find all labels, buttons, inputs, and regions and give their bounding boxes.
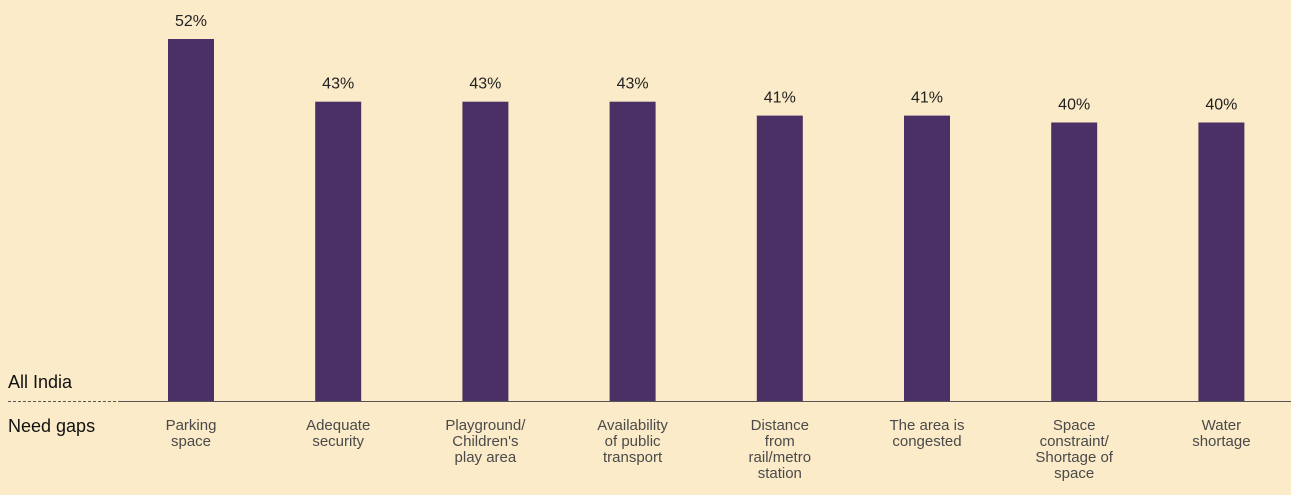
bar-7: [1051, 122, 1098, 401]
value-label-1: 52%: [175, 13, 207, 30]
bar-1: [168, 39, 214, 401]
value-label-2: 43%: [322, 76, 354, 93]
category-label-5: Distance from rail/metro station: [749, 417, 812, 482]
value-label-5: 41%: [764, 90, 796, 107]
category-label-8: Water shortage: [1192, 417, 1250, 450]
bar-3: [462, 101, 509, 401]
value-labels-layer: 52% 43% 43% 43% 41% 41% 40% 40%: [175, 13, 1237, 114]
value-label-6: 41%: [911, 90, 943, 107]
category-label-3: Playground/Children's play area: [445, 417, 526, 466]
bar-4: [609, 101, 656, 401]
category-label-7: Space constraint/Shortage of space: [1035, 417, 1113, 482]
category-axis-label: Need gaps: [8, 416, 95, 436]
value-label-3: 43%: [469, 76, 501, 93]
category-label-1: Parking space: [166, 417, 217, 450]
value-label-8: 40%: [1205, 97, 1237, 114]
bars-layer: [168, 39, 1245, 401]
category-label-4: Availability of public transport: [597, 417, 668, 466]
bar-6: [904, 115, 950, 401]
category-label-6: The area is congested: [889, 417, 964, 450]
bar-8: [1198, 122, 1245, 401]
value-label-7: 40%: [1058, 97, 1090, 114]
bar-5: [756, 115, 803, 401]
group-label: All India: [8, 372, 73, 392]
category-label-2: Adequate security: [306, 417, 370, 450]
category-labels-layer: Parking space Adequate security Playground/C…: [166, 417, 1251, 482]
value-label-4: 43%: [617, 76, 649, 93]
bar-2: [315, 101, 362, 401]
